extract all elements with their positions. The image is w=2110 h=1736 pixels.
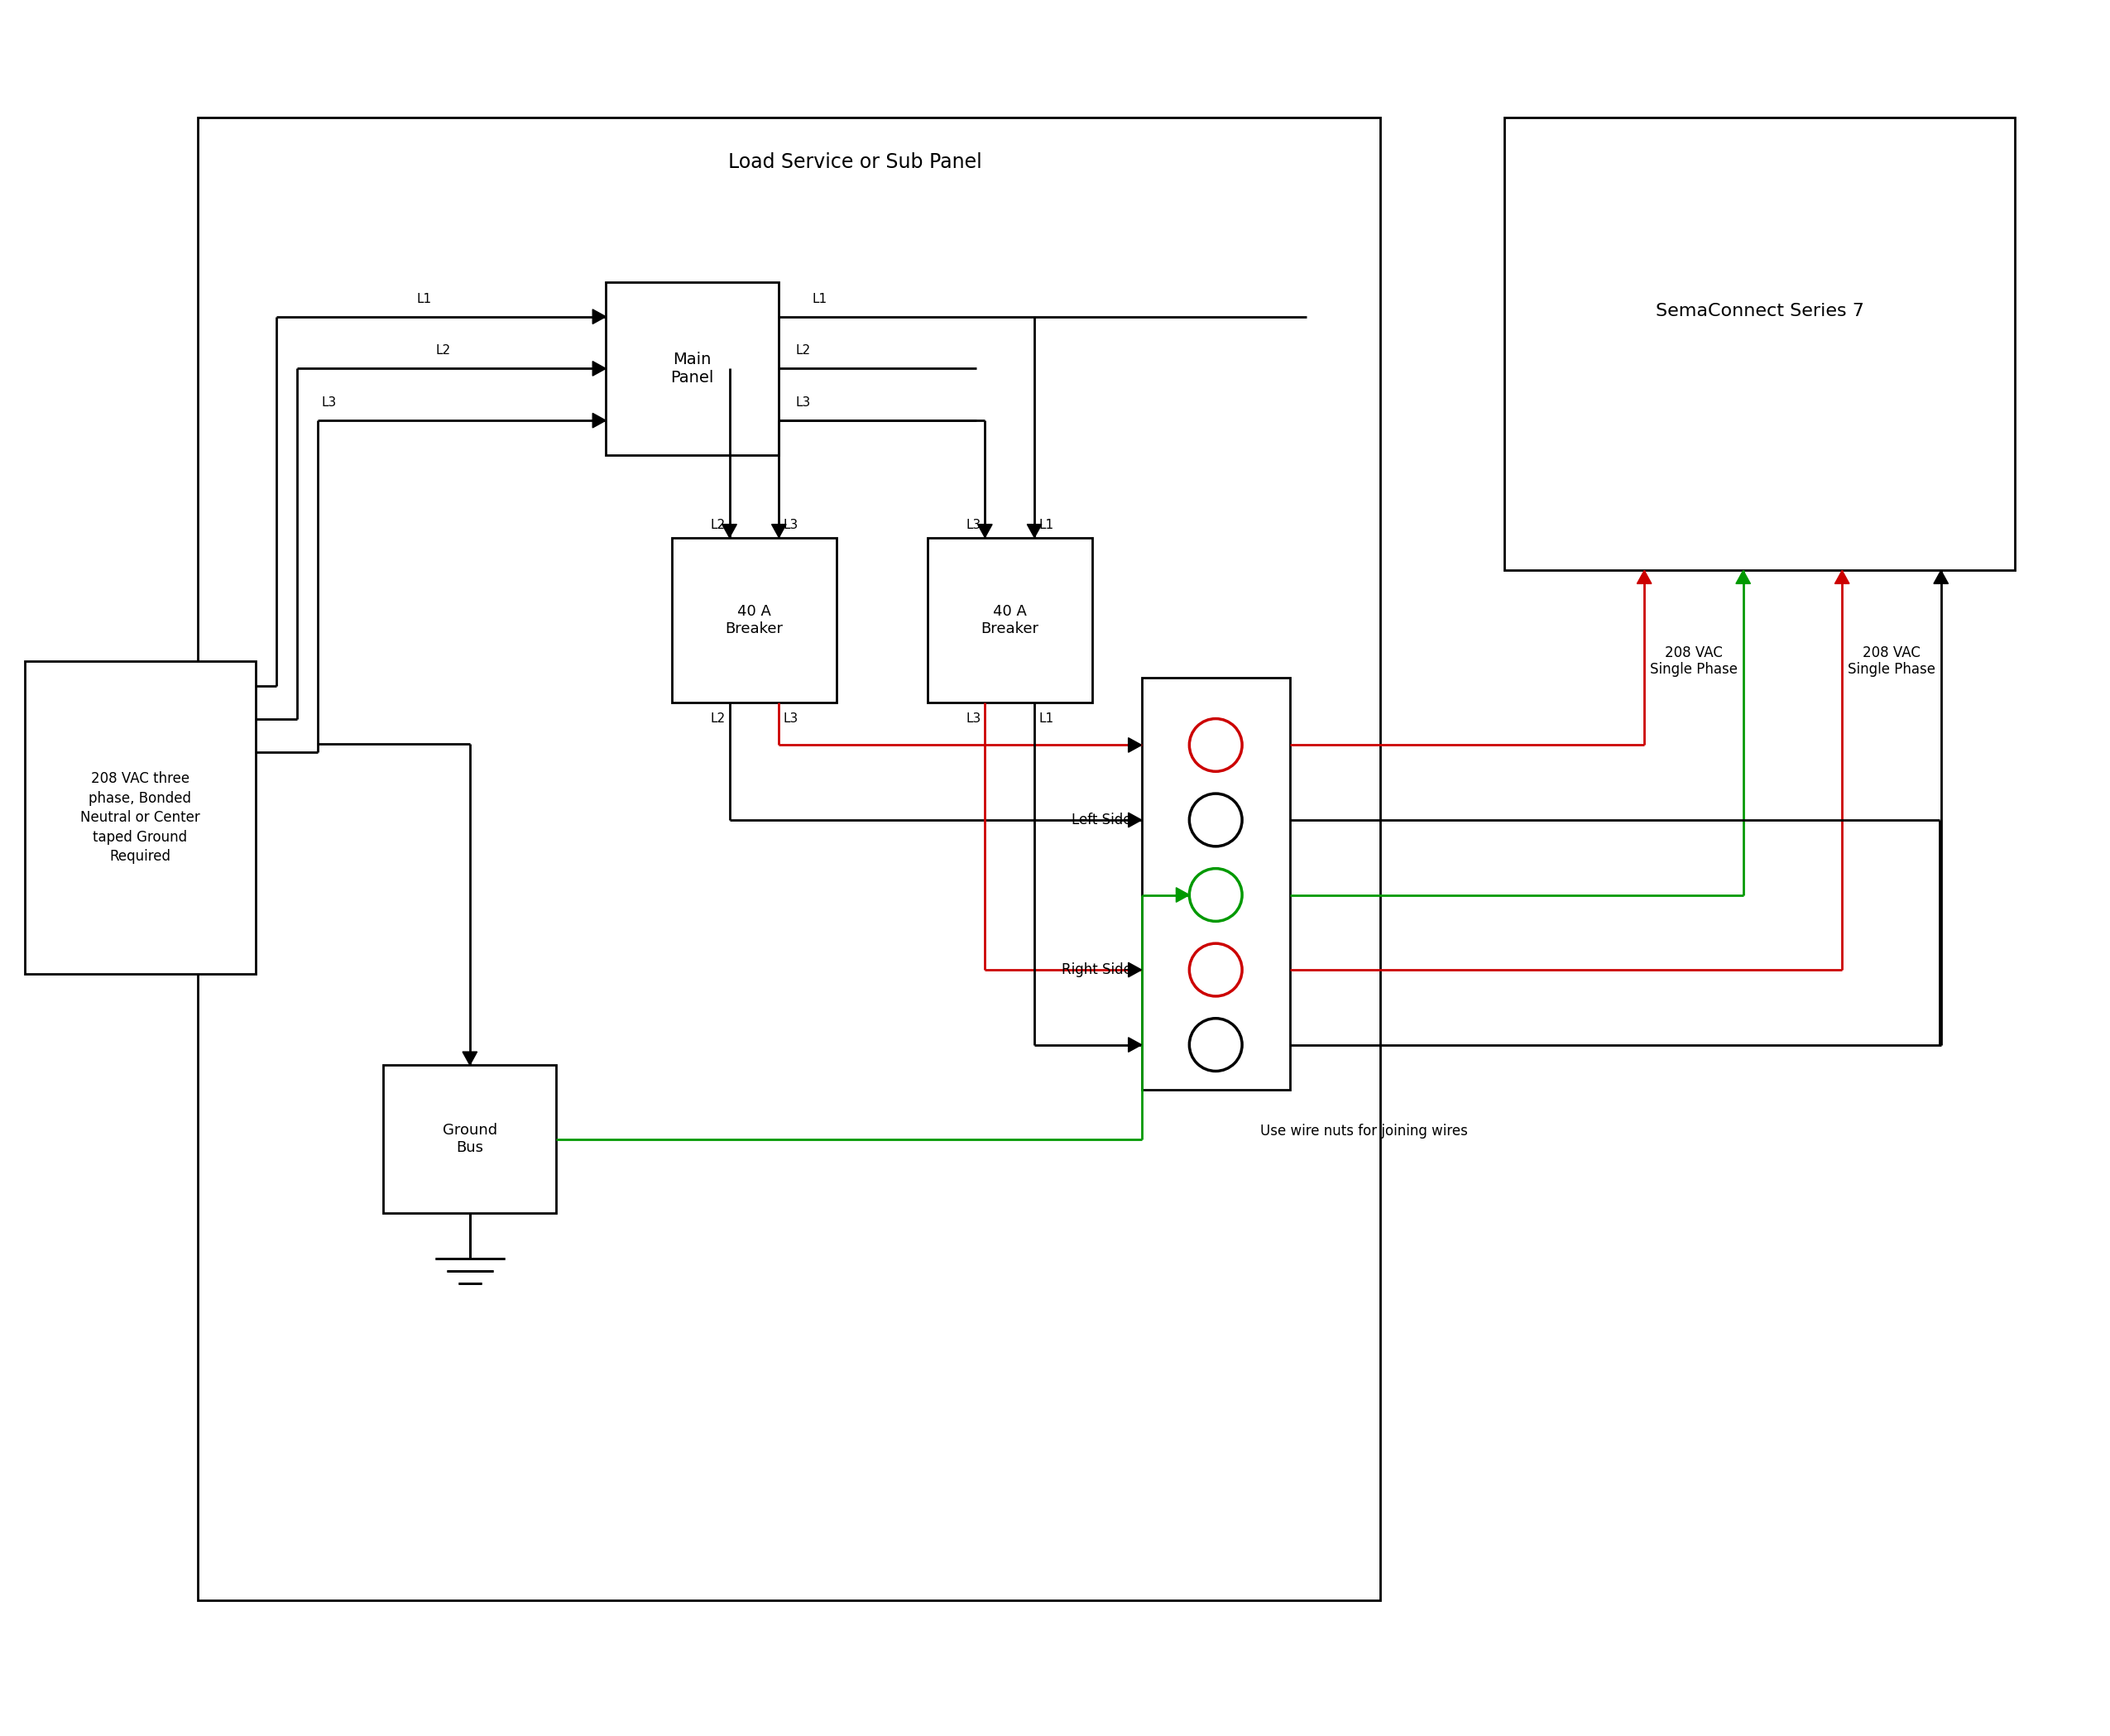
Polygon shape (1637, 571, 1652, 583)
Bar (25, 661, 255, 974)
Circle shape (1190, 868, 1243, 922)
Polygon shape (462, 1052, 477, 1064)
Polygon shape (593, 309, 606, 325)
Text: Use wire nuts for joining wires: Use wire nuts for joining wires (1260, 1123, 1469, 1139)
Text: 40 A
Breaker: 40 A Breaker (726, 604, 783, 635)
Text: L3: L3 (795, 396, 810, 410)
Polygon shape (1737, 571, 1751, 583)
Text: L3: L3 (783, 519, 798, 531)
Text: 208 VAC
Single Phase: 208 VAC Single Phase (1650, 646, 1737, 677)
Text: 40 A
Breaker: 40 A Breaker (981, 604, 1038, 635)
Text: 208 VAC three
phase, Bonded
Neutral or Center
taped Ground
Required: 208 VAC three phase, Bonded Neutral or C… (80, 771, 200, 865)
Text: L1: L1 (418, 293, 433, 306)
Bar (606, 281, 779, 455)
Text: L1: L1 (1038, 712, 1053, 724)
Text: 208 VAC
Single Phase: 208 VAC Single Phase (1848, 646, 1935, 677)
Text: L3: L3 (321, 396, 338, 410)
Bar (384, 1064, 557, 1213)
Circle shape (1190, 719, 1243, 771)
Text: SemaConnect Series 7: SemaConnect Series 7 (1656, 302, 1863, 319)
Text: L2: L2 (711, 519, 726, 531)
Polygon shape (1933, 571, 1948, 583)
Polygon shape (1836, 571, 1848, 583)
Text: L2: L2 (711, 712, 726, 724)
Text: Right Side: Right Side (1061, 962, 1131, 977)
Text: L2: L2 (795, 345, 810, 358)
Polygon shape (1129, 1038, 1142, 1052)
Bar (671, 538, 836, 703)
Polygon shape (593, 361, 606, 375)
Polygon shape (1028, 524, 1042, 538)
Polygon shape (1129, 962, 1142, 977)
Circle shape (1190, 943, 1243, 996)
Bar (1142, 677, 1289, 1090)
Text: L3: L3 (783, 712, 798, 724)
Polygon shape (722, 524, 736, 538)
Text: Left Side: Left Side (1072, 812, 1131, 828)
Bar (926, 538, 1093, 703)
Text: Main
Panel: Main Panel (671, 352, 713, 385)
Text: L3: L3 (966, 519, 981, 531)
Text: Load Service or Sub Panel: Load Service or Sub Panel (728, 153, 981, 172)
Text: Ground
Bus: Ground Bus (443, 1123, 498, 1154)
Text: L2: L2 (435, 345, 452, 358)
Polygon shape (1129, 812, 1142, 828)
Polygon shape (977, 524, 992, 538)
Polygon shape (1129, 738, 1142, 752)
Text: L1: L1 (812, 293, 827, 306)
Circle shape (1190, 793, 1243, 847)
Bar (198, 118, 1380, 1601)
Polygon shape (593, 413, 606, 427)
Text: L3: L3 (966, 712, 981, 724)
Polygon shape (1175, 887, 1190, 903)
Text: L1: L1 (1038, 519, 1053, 531)
Bar (1504, 118, 2015, 571)
Polygon shape (772, 524, 787, 538)
Circle shape (1190, 1019, 1243, 1071)
